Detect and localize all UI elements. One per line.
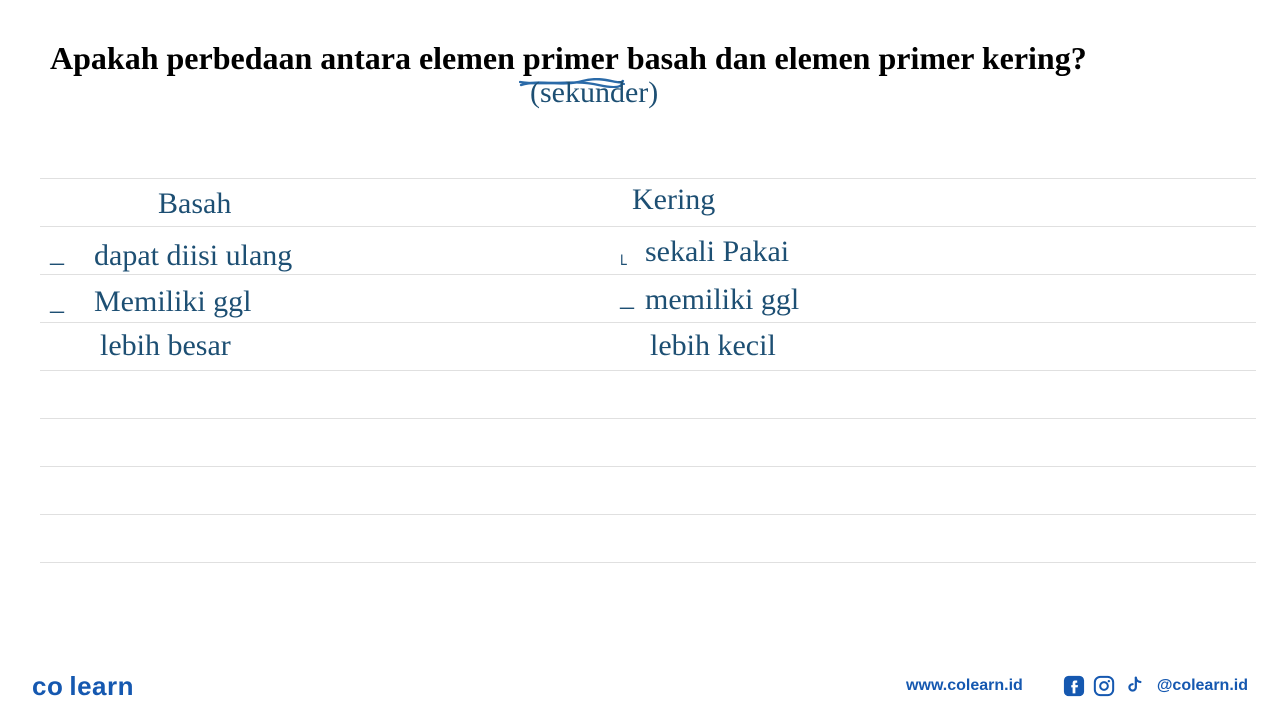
content-area: Apakah perbedaan antara elemen primer ba… bbox=[0, 0, 1280, 640]
footer: colearn www.colearn.id @colearn.id bbox=[0, 652, 1280, 720]
bullet-dash-icon: – bbox=[620, 290, 634, 324]
question-text: Apakah perbedaan antara elemen primer ba… bbox=[50, 36, 1230, 81]
question-part2: basah dan elemen primer kering? bbox=[619, 40, 1087, 76]
social-handle[interactable]: @colearn.id bbox=[1157, 677, 1248, 695]
right-heading: Kering bbox=[632, 182, 715, 218]
bullet-dash-icon: ˪ bbox=[620, 244, 628, 273]
question-part1: Apakah perbedaan antara elemen bbox=[50, 40, 523, 76]
rule-line bbox=[40, 370, 1256, 418]
strike-word: primer bbox=[523, 40, 619, 76]
brand-logo: colearn bbox=[32, 671, 134, 702]
footer-url[interactable]: www.colearn.id bbox=[906, 677, 1023, 695]
strike-word-wrap: primer bbox=[523, 36, 619, 81]
right-item-3: lebih kecil bbox=[650, 328, 776, 364]
rule-line bbox=[40, 514, 1256, 562]
instagram-icon[interactable] bbox=[1093, 675, 1115, 697]
left-item-3: lebih besar bbox=[100, 328, 231, 364]
rule-line bbox=[40, 562, 1256, 610]
annotation-sekunder: (sekunder) bbox=[530, 76, 658, 110]
tiktok-icon[interactable] bbox=[1123, 675, 1145, 697]
right-item-2: memiliki ggl bbox=[645, 282, 799, 318]
left-item-2: Memiliki ggl bbox=[94, 284, 252, 320]
left-item-1: dapat diisi ulang bbox=[94, 238, 292, 274]
facebook-icon[interactable] bbox=[1063, 675, 1085, 697]
logo-part2: learn bbox=[69, 671, 134, 701]
logo-part1: co bbox=[32, 671, 63, 701]
left-heading: Basah bbox=[158, 186, 231, 222]
bullet-dash-icon: – bbox=[50, 294, 64, 328]
rule-line bbox=[40, 418, 1256, 466]
social-links: @colearn.id bbox=[1063, 675, 1248, 697]
right-item-1: sekali Pakai bbox=[645, 234, 789, 270]
bullet-dash-icon: – bbox=[50, 246, 64, 280]
rule-line bbox=[40, 466, 1256, 514]
